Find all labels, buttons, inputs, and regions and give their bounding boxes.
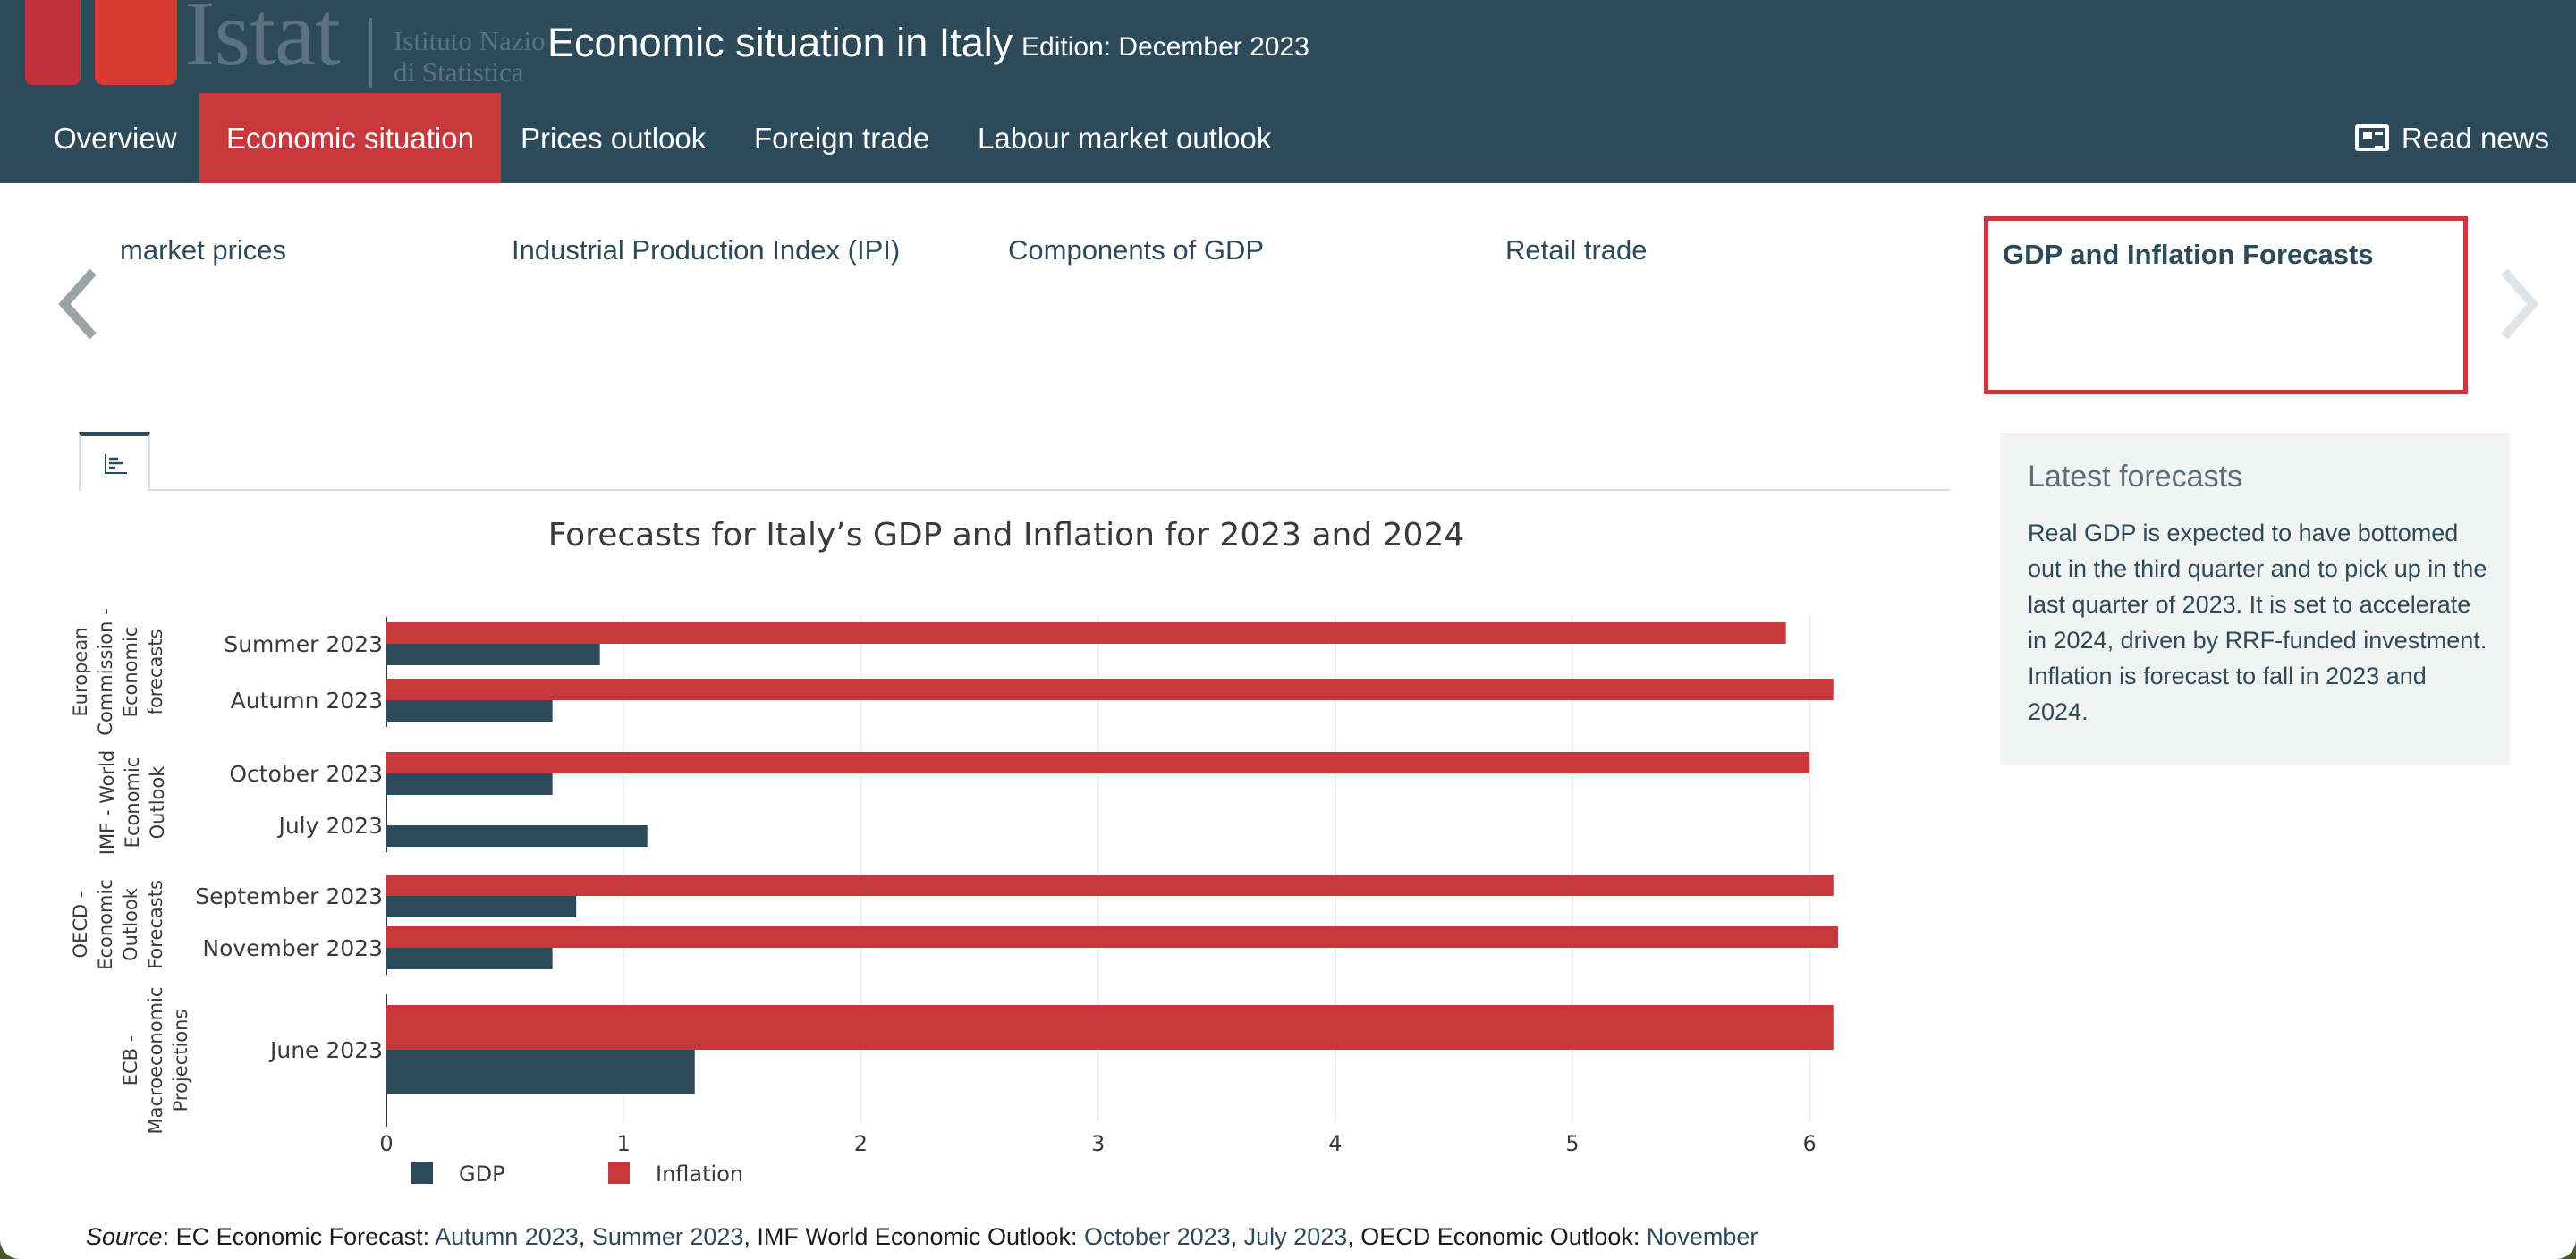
x-tick-label: 2 xyxy=(854,1131,868,1156)
inflation-bar xyxy=(386,1005,1834,1050)
bar-chart-icon xyxy=(105,454,127,474)
gdp-bar xyxy=(386,1050,695,1094)
x-tick-label: 3 xyxy=(1091,1131,1105,1156)
source-label: Source xyxy=(86,1223,163,1250)
logo-subtitle-line2: di Statistica xyxy=(394,56,524,88)
legend-swatch-gdp xyxy=(411,1162,433,1184)
gdp-bar xyxy=(386,825,648,847)
group-label-line: forecasts xyxy=(145,630,166,715)
source-link-july-2023[interactable]: July 2023 xyxy=(1243,1223,1348,1250)
read-news-link[interactable]: Read news xyxy=(2354,93,2549,183)
logo-wordmark: Istat xyxy=(184,0,341,85)
source-sep: , xyxy=(1230,1223,1244,1250)
group-label-line: Economic xyxy=(95,879,116,970)
latest-forecasts-title: Latest forecasts xyxy=(2028,460,2243,494)
group-label-line: Outlook xyxy=(120,887,141,961)
carousel-item-components-gdp[interactable]: Components of GDP xyxy=(1008,234,1265,266)
source-link-november[interactable]: November xyxy=(1646,1223,1758,1250)
forecast-chart-svg: Forecasts for Italy’s GDP and Inflation … xyxy=(70,517,1839,1187)
forecast-chart: Forecasts for Italy’s GDP and Inflation … xyxy=(70,501,1950,1216)
y-category-label: June 2023 xyxy=(268,1037,383,1063)
group-label-line: ECB - xyxy=(120,1035,141,1086)
read-news-label: Read news xyxy=(2401,122,2549,155)
logo-orange-square xyxy=(95,0,177,85)
legend-swatch-inflation xyxy=(608,1162,630,1184)
active-card-label: GDP and Inflation Forecasts xyxy=(2003,239,2374,270)
nav-foreign-trade[interactable]: Foreign trade xyxy=(754,122,930,155)
y-category-label: Autumn 2023 xyxy=(231,688,383,714)
source-imf: , IMF World Economic Outlook: xyxy=(743,1223,1085,1250)
group-label: OECD - Economic Outlook Forecasts xyxy=(72,879,166,970)
inflation-bar xyxy=(386,875,1834,896)
group-label-line: Projections xyxy=(170,1010,191,1112)
y-category-label: November 2023 xyxy=(202,935,383,961)
site-title: Economic situation in Italy xyxy=(547,20,1013,65)
nav-overview[interactable]: Overview xyxy=(54,122,177,155)
edition-label: Edition: December 2023 xyxy=(1021,32,1309,62)
group-label-line: Commission - xyxy=(95,608,116,735)
group-label-line: Outlook xyxy=(147,765,168,840)
logo-subtitle-line1: Istituto Nazionale xyxy=(394,25,546,56)
y-category-label: July 2023 xyxy=(276,813,383,839)
group-label-line: Economic xyxy=(120,627,141,718)
legend-label-gdp: GDP xyxy=(459,1162,505,1187)
legend-label-inflation: Inflation xyxy=(656,1162,743,1187)
group-label-line: IMF - World xyxy=(97,750,118,856)
inflation-bar xyxy=(386,679,1834,700)
group-label: European Commission - Economic forecasts xyxy=(72,608,166,735)
gdp-bar xyxy=(386,700,553,722)
tab-bar-divider xyxy=(79,489,1951,491)
y-category-label: Summer 2023 xyxy=(224,631,383,657)
carousel-prev-icon[interactable] xyxy=(52,259,106,349)
y-category-label: October 2023 xyxy=(229,761,383,787)
gdp-bar xyxy=(386,948,553,969)
x-tick-label: 4 xyxy=(1328,1131,1342,1156)
x-tick-label: 5 xyxy=(1565,1131,1579,1156)
logo-red-square xyxy=(25,0,80,85)
nav-prices-outlook[interactable]: Prices outlook xyxy=(521,122,707,155)
x-tick-label: 0 xyxy=(379,1131,393,1156)
group-label-line: European xyxy=(72,627,91,716)
site-header: Istat Istituto Nazionale di Statistica E… xyxy=(0,0,2576,183)
latest-forecasts-panel: Latest forecasts Real GDP is expected to… xyxy=(2000,433,2510,765)
y-category-label: September 2023 xyxy=(195,883,383,909)
nav-labour-market-outlook[interactable]: Labour market outlook xyxy=(978,122,1272,155)
source-prefix: : EC Economic Forecast: xyxy=(162,1223,436,1250)
source-link-october-2023[interactable]: October 2023 xyxy=(1084,1223,1231,1250)
inflation-bar xyxy=(386,622,1786,644)
x-tick-label: 6 xyxy=(1803,1131,1817,1156)
istat-logo[interactable]: Istat Istituto Nazionale di Statistica xyxy=(25,0,546,89)
logo-divider xyxy=(369,18,372,88)
carousel-item-market-prices[interactable]: market prices xyxy=(120,234,287,266)
inflation-bar xyxy=(386,926,1839,948)
inflation-bar xyxy=(386,752,1810,773)
carousel-item-ipi[interactable]: Industrial Production Index (IPI) xyxy=(512,234,901,266)
gdp-bar xyxy=(386,644,600,665)
source-link-summer-2023[interactable]: Summer 2023 xyxy=(591,1223,744,1250)
group-label-line: Forecasts xyxy=(145,880,166,969)
source-note: Source: EC Economic Forecast: Autumn 202… xyxy=(86,1223,1758,1251)
carousel-next-icon[interactable] xyxy=(2492,259,2546,349)
group-label: IMF - World Economic Outlook xyxy=(97,750,168,856)
gdp-bar xyxy=(386,773,553,795)
gdp-bar xyxy=(386,896,577,917)
group-label-line: Macroeconomic xyxy=(145,987,166,1135)
tab-chart[interactable] xyxy=(79,432,150,491)
x-tick-label: 1 xyxy=(617,1131,631,1156)
source-link-autumn-2023[interactable]: Autumn 2023 xyxy=(435,1223,579,1250)
group-label-line: Economic xyxy=(122,757,143,849)
latest-forecasts-text: Real GDP is expected to have bottomed ou… xyxy=(2028,520,2487,725)
newspaper-icon xyxy=(2354,124,2389,151)
carousel-item-gdp-inflation-forecasts[interactable]: GDP and Inflation Forecasts xyxy=(1984,216,2468,394)
chart-title: Forecasts for Italy’s GDP and Inflation … xyxy=(548,517,1465,553)
carousel-item-retail-trade[interactable]: Retail trade xyxy=(1505,234,1648,266)
nav-economic-situation[interactable]: Economic situation xyxy=(199,93,501,183)
group-label: ECB - Macroeconomic Projections xyxy=(120,987,191,1135)
source-sep: , xyxy=(578,1223,592,1250)
group-label-line: OECD - xyxy=(72,891,91,959)
logo-subtitle: Istituto Nazionale di Statistica xyxy=(394,25,546,88)
source-oecd: , OECD Economic Outlook: xyxy=(1347,1223,1647,1250)
